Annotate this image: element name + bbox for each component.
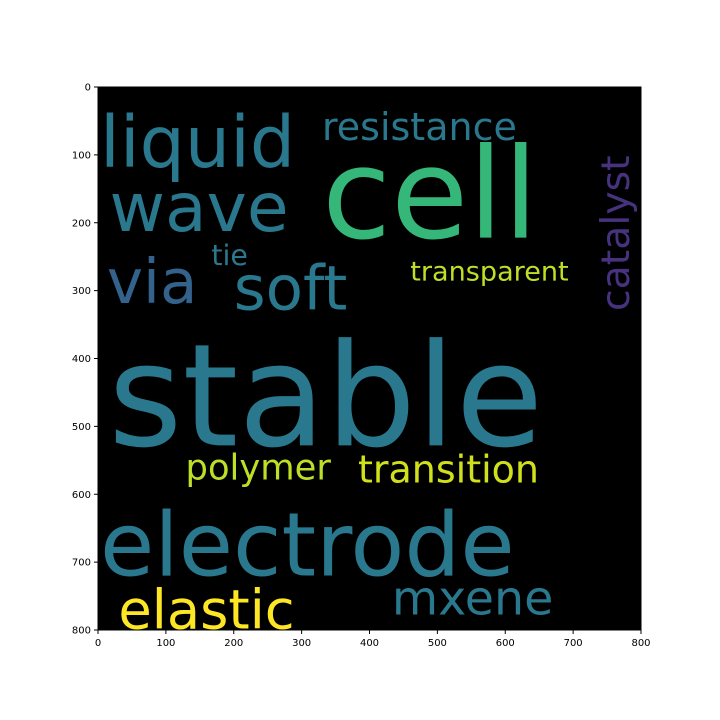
y-tick-label: 200 [72, 218, 91, 229]
x-tick-label: 200 [224, 638, 243, 649]
word-elastic: elastic [118, 579, 294, 642]
x-tick-label: 0 [95, 638, 101, 649]
x-tick-label: 300 [292, 638, 311, 649]
x-tick-label: 100 [156, 638, 175, 649]
word-liquid: liquid [100, 101, 295, 184]
y-tick-label: 0 [85, 83, 91, 94]
word-electrode: electrode [100, 494, 515, 597]
y-tick-label: 600 [72, 490, 91, 501]
x-tick-label: 400 [360, 638, 379, 649]
word-resistance: resistance [322, 105, 517, 149]
word-tie: tie [211, 239, 248, 272]
y-axis-ticks: 0 100 200 300 400 500 600 700 800 [72, 83, 98, 637]
x-tick-label: 600 [496, 638, 515, 649]
word-soft: soft [234, 254, 348, 325]
word-transparent: transparent [410, 256, 568, 287]
x-tick-label: 800 [631, 638, 650, 649]
x-tick-label: 500 [428, 638, 447, 649]
word-cell: cell [322, 121, 538, 268]
word-polymer: polymer [186, 447, 332, 488]
word-via: via [107, 247, 198, 318]
word-catalyst: catalyst [593, 155, 639, 311]
y-tick-label: 500 [72, 422, 91, 433]
word-mxene: mxene [392, 571, 553, 626]
word-transition: transition [358, 448, 539, 492]
plot-background [98, 87, 641, 630]
x-tick-label: 700 [564, 638, 583, 649]
y-tick-label: 700 [72, 558, 91, 569]
y-tick-label: 800 [72, 626, 91, 637]
y-tick-label: 100 [72, 150, 91, 161]
y-tick-label: 400 [72, 354, 91, 365]
x-axis-ticks: 0 100 200 300 400 500 600 700 800 [95, 630, 651, 649]
y-tick-label: 300 [72, 286, 91, 297]
word-stable: stable [108, 313, 543, 479]
plot-frame [97, 86, 642, 631]
word-wave: wave [110, 169, 289, 248]
